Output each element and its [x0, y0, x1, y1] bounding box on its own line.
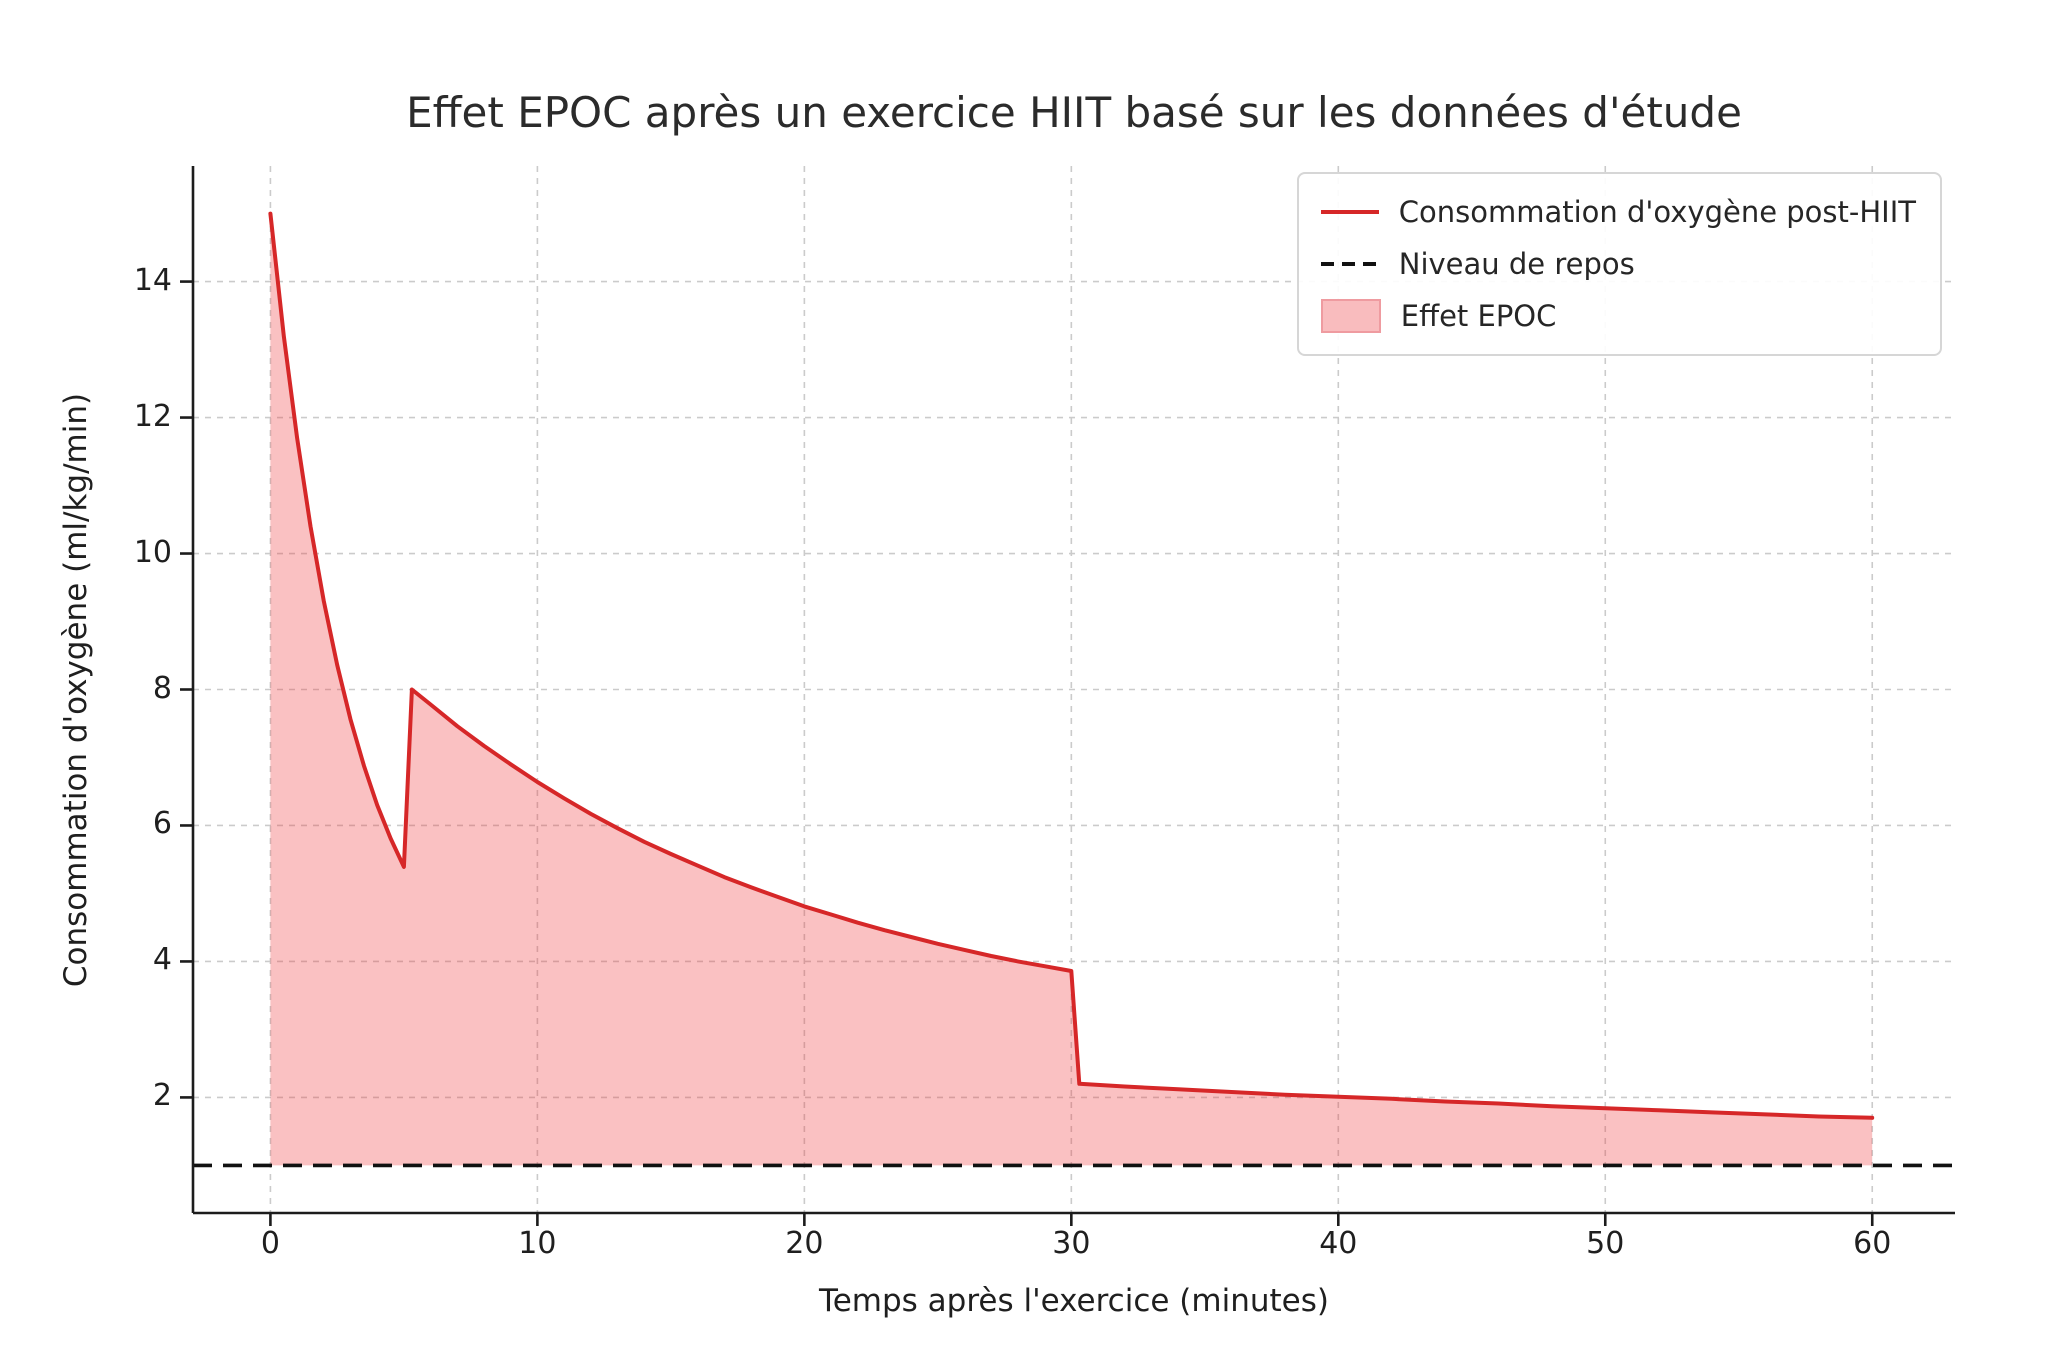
y-axis-label: Consommation d'oxygène (ml/kg/min)	[58, 392, 94, 988]
y-tick-label: 12	[133, 398, 172, 434]
x-tick-label: 20	[785, 1226, 824, 1261]
legend: Consommation d'oxygène post-HIIT Niveau …	[1296, 172, 1942, 356]
epoc-fill-area	[270, 213, 1873, 1166]
x-tick-label: 30	[1052, 1226, 1091, 1261]
y-tick-label: 10	[133, 534, 172, 570]
legend-item-label: Consommation d'oxygène post-HIIT	[1398, 195, 1916, 229]
x-tick-label: 40	[1319, 1226, 1358, 1261]
y-tick-label: 8	[152, 670, 172, 706]
y-tick-label: 6	[152, 806, 172, 842]
y-tick-label: 14	[133, 262, 172, 298]
x-tick-label: 60	[1853, 1226, 1892, 1261]
legend-item-label: Niveau de repos	[1398, 247, 1635, 281]
y-tick-label: 4	[152, 942, 172, 978]
pink-patch-swatch-icon	[1320, 299, 1381, 333]
legend-item: Effet EPOC	[1320, 294, 1916, 338]
legend-item: Niveau de repos	[1320, 242, 1916, 286]
chart-title: Effet EPOC après un exercice HIIT basé s…	[406, 88, 1742, 137]
oxygen-consumption-line	[268, 211, 1875, 1120]
legend-item: Consommation d'oxygène post-HIIT	[1320, 190, 1916, 234]
y-tick-label: 2	[152, 1078, 172, 1114]
red-line-swatch-icon	[1320, 210, 1379, 214]
legend-item-label: Effet EPOC	[1400, 299, 1557, 333]
x-tick-label: 0	[260, 1226, 280, 1261]
x-tick-label: 10	[518, 1226, 557, 1261]
x-axis-label: Temps après l'exercice (minutes)	[819, 1283, 1329, 1319]
dashed-line-swatch-icon	[1320, 262, 1379, 266]
x-tick-label: 50	[1586, 1226, 1625, 1261]
